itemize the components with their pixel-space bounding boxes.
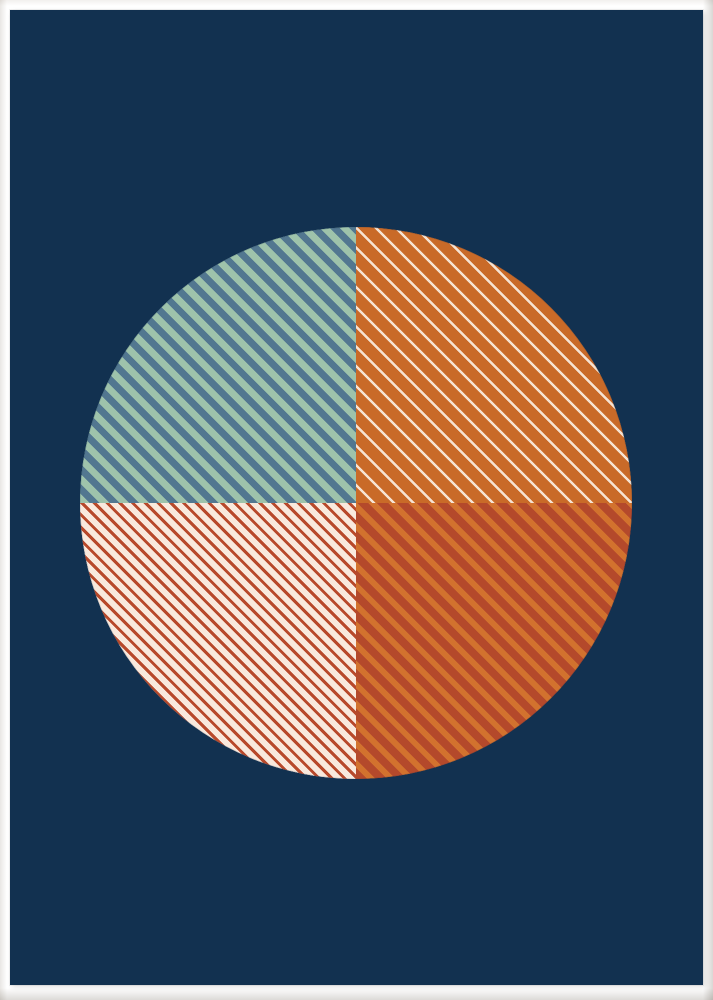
circle-composition [80,227,632,779]
artwork-title: Quartered Circle [0,0,1,1]
circle-quadrant-top-right [356,227,632,503]
circle-quadrant-bottom-left [80,503,356,779]
circle-quadrant-bottom-right [356,503,632,779]
poster-canvas [10,10,703,985]
circle-quadrant-top-left [80,227,356,503]
